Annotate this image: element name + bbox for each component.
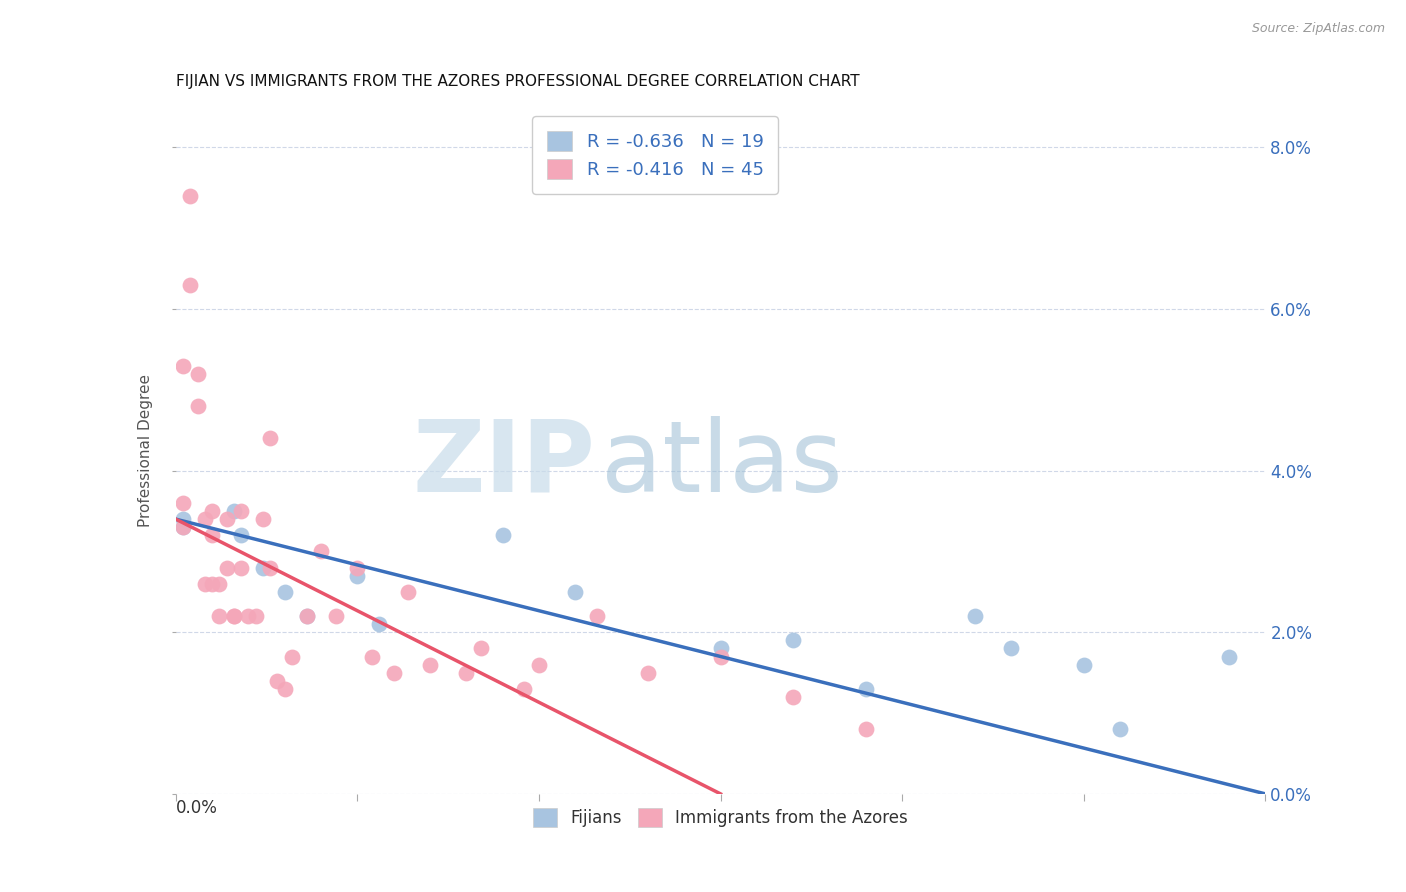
Point [222, 504, 245, 518]
Point [637, 665, 659, 680]
Point [172, 359, 194, 373]
Point [782, 633, 804, 648]
Point [238, 609, 260, 624]
Text: atlas: atlas [600, 416, 842, 513]
Point [855, 723, 877, 737]
Point [325, 609, 347, 624]
Point [252, 560, 274, 574]
Point [1000, 641, 1022, 656]
Point [215, 512, 238, 526]
Point [186, 367, 209, 381]
Legend: Fijians, Immigrants from the Azores: Fijians, Immigrants from the Azores [527, 801, 914, 834]
Point [274, 585, 297, 599]
Point [710, 649, 733, 664]
Point [172, 520, 194, 534]
Point [382, 665, 405, 680]
Point [309, 544, 332, 558]
Point [186, 399, 209, 413]
Point [346, 560, 368, 574]
Text: 0.0%: 0.0% [176, 799, 218, 817]
Point [208, 576, 231, 591]
Point [456, 665, 478, 680]
Point [1109, 723, 1132, 737]
Point [259, 560, 281, 574]
Point [222, 609, 245, 624]
Point [179, 277, 201, 292]
Point [222, 609, 245, 624]
Text: Source: ZipAtlas.com: Source: ZipAtlas.com [1251, 22, 1385, 36]
Point [710, 641, 733, 656]
Point [259, 431, 281, 445]
Point [201, 576, 224, 591]
Point [419, 657, 441, 672]
Point [586, 609, 609, 624]
Point [201, 504, 224, 518]
Point [274, 681, 297, 696]
Point [194, 512, 217, 526]
Point [855, 681, 877, 696]
Point [231, 504, 253, 518]
Point [245, 609, 267, 624]
Point [513, 681, 536, 696]
Point [1218, 649, 1240, 664]
Point [396, 585, 419, 599]
Point [252, 512, 274, 526]
Point [1073, 657, 1095, 672]
Point [360, 649, 382, 664]
Point [172, 512, 194, 526]
Point [963, 609, 986, 624]
Point [172, 496, 194, 510]
Point [492, 528, 515, 542]
Text: ZIP: ZIP [412, 416, 595, 513]
Point [215, 560, 238, 574]
Point [194, 576, 217, 591]
Point [527, 657, 550, 672]
Point [208, 609, 231, 624]
Point [782, 690, 804, 704]
Point [266, 673, 288, 688]
Point [470, 641, 492, 656]
Point [231, 560, 253, 574]
Text: FIJIAN VS IMMIGRANTS FROM THE AZORES PROFESSIONAL DEGREE CORRELATION CHART: FIJIAN VS IMMIGRANTS FROM THE AZORES PRO… [176, 74, 859, 89]
Point [368, 617, 391, 632]
Y-axis label: Professional Degree: Professional Degree [138, 374, 153, 527]
Point [281, 649, 304, 664]
Point [564, 585, 586, 599]
Point [346, 568, 368, 582]
Point [172, 520, 194, 534]
Point [179, 189, 201, 203]
Point [295, 609, 318, 624]
Point [231, 528, 253, 542]
Point [295, 609, 318, 624]
Point [201, 528, 224, 542]
